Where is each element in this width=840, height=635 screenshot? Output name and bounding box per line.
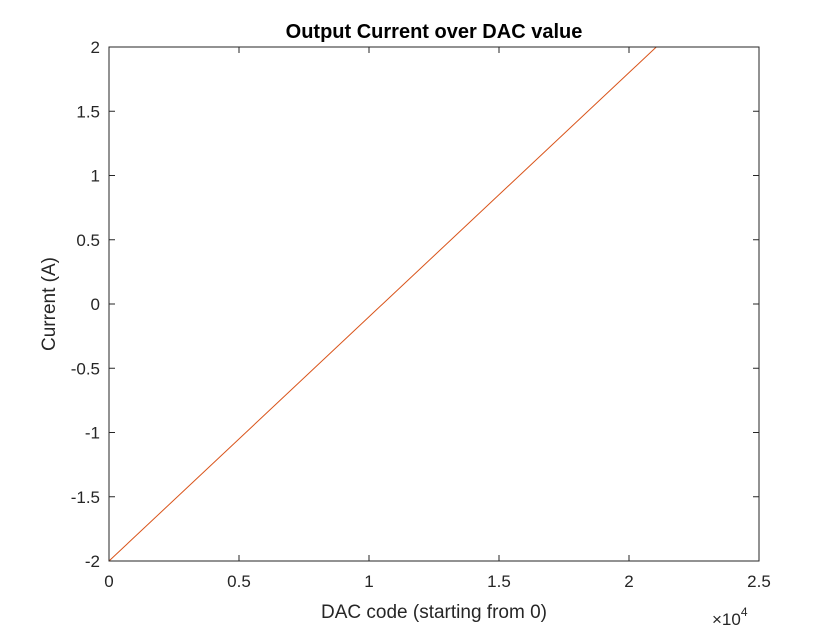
y-tick-label: -1 [85, 424, 100, 443]
y-tick-label: -0.5 [71, 359, 100, 378]
x-tick-label: 1 [364, 572, 373, 591]
x-axis-label: DAC code (starting from 0) [321, 602, 547, 623]
y-axis-label: Current (A) [39, 257, 60, 351]
y-tick-label: -1.5 [71, 488, 100, 507]
y-tick-label: -2 [85, 552, 100, 571]
y-tick-label: 0 [91, 295, 100, 314]
y-tick-label: 1.5 [76, 102, 100, 121]
x-tick-label: 0.5 [227, 572, 251, 591]
y-tick-label: 0.5 [76, 231, 100, 250]
ticks-layer: 0 0.5 1 1.5 2 2.5 -2 -1.5 -1 -0.5 0 0.5 1 1.5 2 [71, 38, 771, 591]
series-line-0 [108, 46, 657, 562]
x-exponent-power: 4 [741, 605, 748, 619]
x-tick-label: 2 [624, 572, 633, 591]
x-tick-label: 2.5 [747, 572, 771, 591]
x-exponent-base: ×10 [712, 610, 741, 629]
y-tick-label: 1 [91, 167, 100, 186]
plot-area [109, 47, 759, 561]
y-tick-label: 2 [91, 38, 100, 57]
series-layer [108, 46, 657, 562]
chart-title: Output Current over DAC value [286, 21, 583, 43]
x-tick-label: 0 [104, 572, 113, 591]
x-exponent-label: ×104 [712, 605, 748, 629]
x-tick-label: 1.5 [487, 572, 511, 591]
